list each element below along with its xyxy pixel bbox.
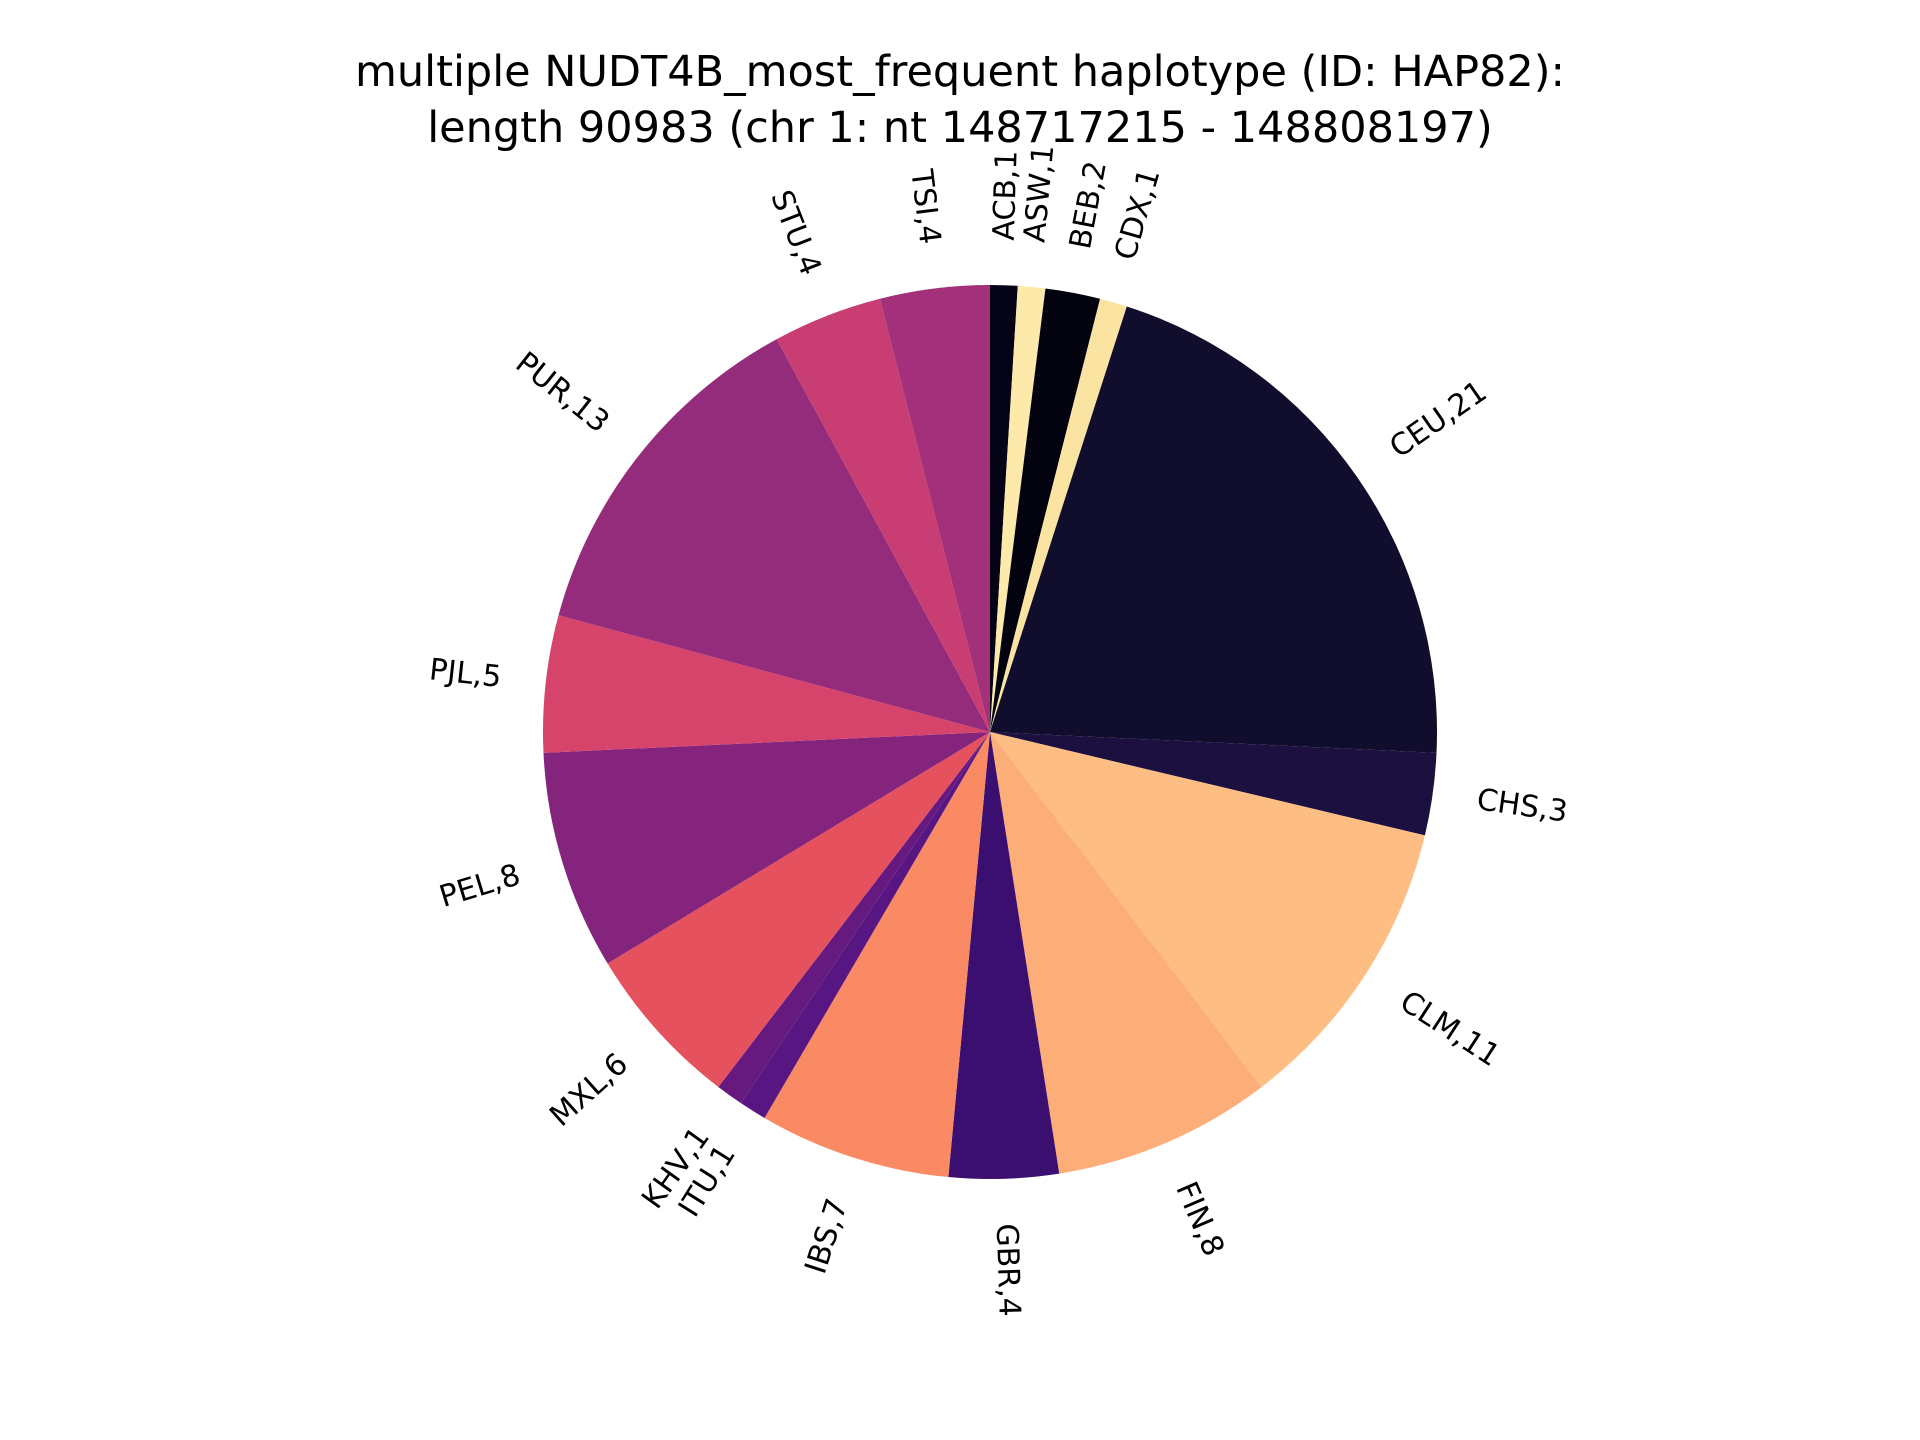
pie-label-beb: BEB,2 <box>1063 158 1114 252</box>
pie-slice-ceu <box>990 306 1437 753</box>
pie-slice-khv <box>718 732 990 1104</box>
pie-label-ibs: IBS,7 <box>798 1194 855 1278</box>
pie-label-mxl: MXL,6 <box>543 1046 635 1133</box>
pie-label-gbr: GBR,4 <box>989 1223 1027 1317</box>
pie-slice-pur <box>558 339 990 732</box>
pie-label-stu: STU,4 <box>763 186 828 281</box>
pie-slice-gbr <box>948 732 1060 1180</box>
pie-slice-pjl <box>543 615 990 753</box>
pie-label-chs: CHS,3 <box>1475 782 1570 829</box>
pie-slice-beb <box>990 288 1101 732</box>
pie-slice-itu <box>740 732 990 1118</box>
pie-slice-mxl <box>607 732 990 1087</box>
pie-label-clm: CLM,11 <box>1394 984 1506 1074</box>
pie-slice-chs <box>990 732 1437 836</box>
pie-slice-asw <box>990 285 1046 732</box>
chart-title: multiple NUDT4B_most_frequent haplotype … <box>355 47 1565 97</box>
pie-slice-tsi <box>879 285 990 732</box>
pie-slices <box>543 284 1437 1180</box>
pie-label-pur: PUR,13 <box>509 345 616 440</box>
pie-slice-cdx <box>990 298 1127 732</box>
pie-slice-acb <box>990 284 1018 732</box>
pie-label-tsi: TSI,4 <box>903 167 947 247</box>
pie-label-pel: PEL,8 <box>435 857 524 914</box>
pie-label-ceu: CEU,21 <box>1383 374 1493 465</box>
pie-slice-fin <box>990 732 1262 1174</box>
pie-label-pjl: PJL,5 <box>428 652 504 695</box>
pie-slice-clm <box>990 732 1425 1087</box>
pie-label-acb: ACB,1 <box>987 150 1025 241</box>
pie-slice-pel <box>543 732 990 964</box>
pie-label-cdx: CDX,1 <box>1108 165 1167 264</box>
chart-subtitle: length 90983 (chr 1: nt 148717215 - 1488… <box>427 103 1493 153</box>
pie-label-fin: FIN,8 <box>1168 1177 1231 1262</box>
pie-slice-stu <box>776 298 990 732</box>
pie-slice-ibs <box>764 732 990 1178</box>
